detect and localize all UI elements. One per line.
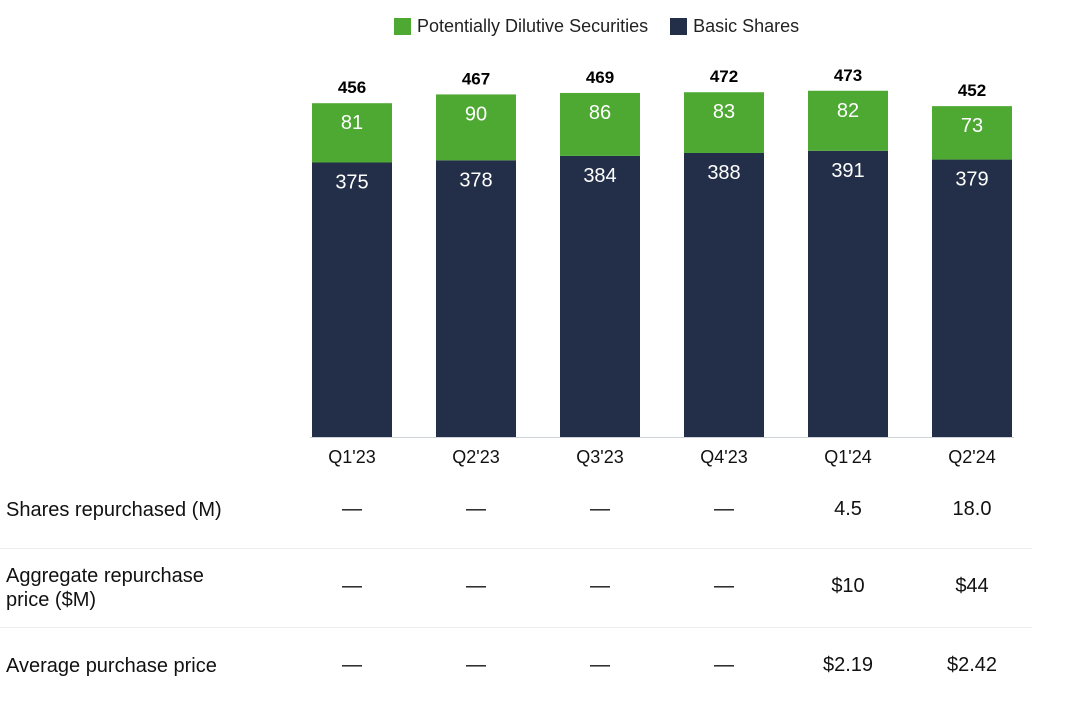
table-cell: — xyxy=(714,654,734,676)
table-row-shares: Shares repurchased (M) — — — — 4.5 18.0 xyxy=(0,486,1032,549)
legend-item-dilutive: Potentially Dilutive Securities xyxy=(394,16,648,37)
table-row-average: Average purchase price — — — — $2.19 $2.42 xyxy=(0,628,1032,706)
tick-label-3: Q4'23 xyxy=(700,447,747,467)
table-cell: — xyxy=(342,654,362,676)
legend-label-basic: Basic Shares xyxy=(693,16,800,36)
label-total-1: 467 xyxy=(462,69,490,88)
row-label-average: Average purchase price xyxy=(6,655,217,677)
table-cell: — xyxy=(466,654,486,676)
bar-dilutive-0 xyxy=(312,103,392,163)
table-cell: $44 xyxy=(955,575,989,597)
label-total-4: 473 xyxy=(834,66,862,85)
bar-basic-5 xyxy=(932,159,1012,437)
label-basic-3: 388 xyxy=(707,162,740,184)
label-dilutive-4: 82 xyxy=(837,100,859,122)
bar-dilutive-3 xyxy=(684,92,764,153)
label-dilutive-2: 86 xyxy=(589,102,611,124)
table-cell: — xyxy=(714,498,734,520)
bar-basic-3 xyxy=(684,152,764,437)
bar-dilutive-1 xyxy=(436,94,516,161)
table-cell: — xyxy=(590,498,610,520)
bar-basic-2 xyxy=(560,155,640,438)
tick-label-1: Q2'23 xyxy=(452,447,499,467)
label-basic-0: 375 xyxy=(335,172,368,194)
label-total-0: 456 xyxy=(338,78,366,97)
bar-dilutive-2 xyxy=(560,92,640,156)
bar-dilutive-5 xyxy=(932,106,1012,160)
table-cell: — xyxy=(714,575,734,597)
stacked-bar-chart: 375 81 456 Q1'23 378 90 467 Q2'23 384 86 469 Q3'23 3… xyxy=(310,66,1014,467)
label-dilutive-1: 90 xyxy=(465,103,487,125)
tick-label-5: Q2'24 xyxy=(948,447,995,467)
bar-basic-1 xyxy=(436,160,516,437)
table-cell: — xyxy=(342,575,362,597)
legend-swatch-basic xyxy=(670,18,688,35)
table-cell: 18.0 xyxy=(952,498,992,520)
table-cell: — xyxy=(342,498,362,520)
bar-dilutive-4 xyxy=(808,90,888,151)
tick-label-0: Q1'23 xyxy=(328,447,375,467)
table-cell: $2.19 xyxy=(822,654,874,676)
label-total-5: 452 xyxy=(958,81,986,100)
label-basic-4: 391 xyxy=(831,160,864,182)
table-cell: — xyxy=(590,575,610,597)
table-cell: 4.5 xyxy=(834,498,862,520)
table-cell: $2.42 xyxy=(946,654,998,676)
row-label-aggregate: Aggregate repurchase price ($M) xyxy=(6,565,204,611)
label-dilutive-5: 73 xyxy=(961,115,983,137)
tick-label-4: Q1'24 xyxy=(824,447,871,467)
label-basic-2: 384 xyxy=(583,165,616,187)
row-label-shares: Shares repurchased (M) xyxy=(6,499,222,521)
table-row-aggregate: Aggregate repurchase price ($M) — — — — $10 $… xyxy=(0,549,1032,628)
bar-basic-4 xyxy=(808,150,888,437)
label-dilutive-3: 83 xyxy=(713,101,735,123)
table-cell: — xyxy=(466,498,486,520)
label-total-3: 472 xyxy=(710,67,738,86)
legend-swatch-dilutive xyxy=(394,18,411,35)
table-cell: $10 xyxy=(831,575,865,597)
repurchase-table: Shares repurchased (M) — — — — 4.5 18.0 Aggre… xyxy=(0,486,1032,706)
table-cell: — xyxy=(466,575,486,597)
label-basic-1: 378 xyxy=(459,169,492,191)
bar-basic-0 xyxy=(312,162,392,437)
label-total-2: 469 xyxy=(586,68,614,87)
table-cell: — xyxy=(590,654,610,676)
label-dilutive-0: 81 xyxy=(341,112,363,134)
legend-label-dilutive: Potentially Dilutive Securities xyxy=(417,16,649,36)
chart-legend: Potentially Dilutive Securities Basic Sh… xyxy=(394,16,815,37)
tick-label-2: Q3'23 xyxy=(576,447,623,467)
label-basic-5: 379 xyxy=(955,169,988,191)
legend-item-basic: Basic Shares xyxy=(670,16,799,37)
